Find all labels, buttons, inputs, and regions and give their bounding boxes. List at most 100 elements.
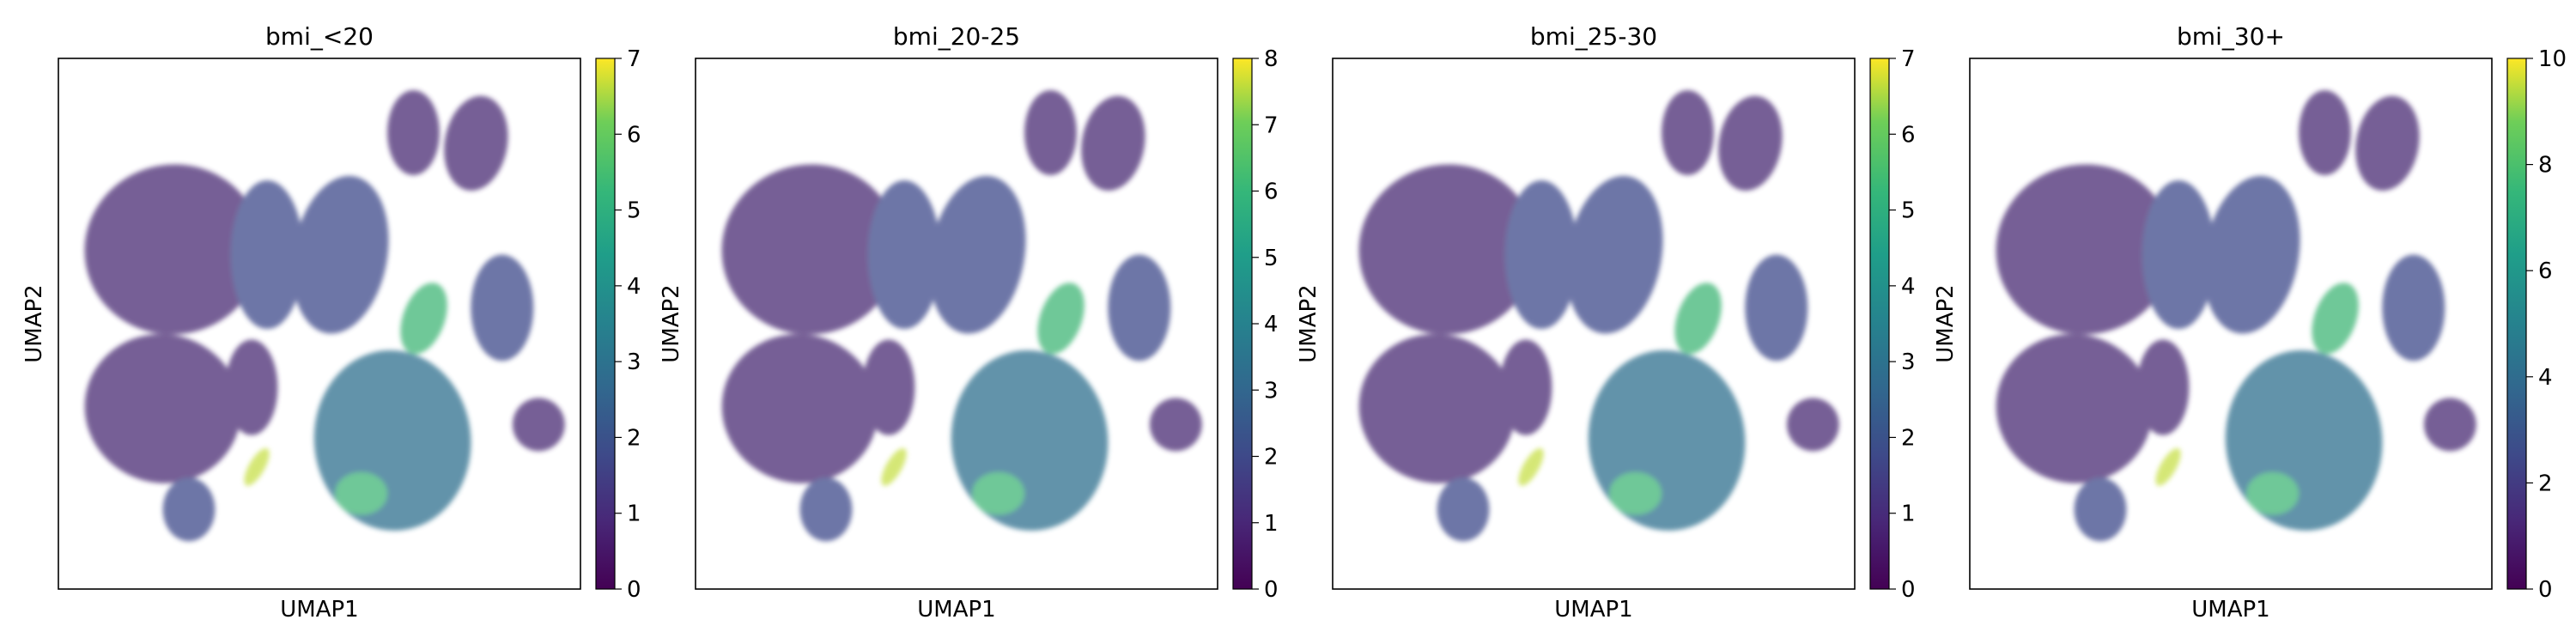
cell-cluster	[512, 398, 565, 452]
cell-cluster	[1745, 254, 1808, 361]
x-axis-label: UMAP1	[1554, 597, 1632, 623]
cell-cluster	[2136, 339, 2190, 435]
colorbar	[2506, 58, 2527, 590]
cell-cluster	[799, 477, 853, 542]
cell-cluster	[1108, 254, 1171, 361]
cell-cluster	[400, 283, 447, 355]
cell-cluster	[244, 447, 270, 486]
colorbar-tick-label: 8	[2538, 153, 2553, 179]
cell-cluster	[972, 472, 1025, 515]
scatter-clusters	[1358, 90, 1839, 542]
cell-cluster	[1662, 90, 1714, 175]
plot-frame	[58, 58, 581, 590]
plot-frame	[1969, 58, 2493, 590]
colorbar-tick-label: 2	[2538, 471, 2553, 496]
cell-cluster	[2423, 398, 2476, 452]
y-axis-label: UMAP2	[659, 284, 684, 362]
cell-cluster	[862, 339, 915, 435]
colorbar	[595, 58, 616, 590]
cell-cluster	[1996, 164, 2173, 335]
cell-cluster	[230, 180, 304, 330]
scatter-clusters	[721, 90, 1202, 542]
cell-cluster	[2382, 254, 2445, 361]
cell-cluster	[1499, 339, 1552, 435]
cell-cluster	[867, 180, 941, 330]
colorbar-tick-label: 3	[627, 349, 641, 375]
cell-cluster	[1037, 283, 1084, 355]
cell-cluster	[2246, 472, 2300, 515]
cell-cluster	[162, 477, 216, 542]
panel-title: bmi_20-25	[893, 22, 1020, 51]
colorbar-tick-label: 0	[1901, 577, 1916, 603]
cell-cluster	[1358, 334, 1516, 483]
colorbar-tick-label: 2	[1901, 425, 1916, 451]
cell-cluster	[1996, 334, 2153, 483]
colorbar-tick-label: 0	[2538, 577, 2553, 603]
colorbar-tick-label: 5	[627, 198, 641, 224]
colorbar-tick-label: 2	[627, 425, 641, 451]
cell-cluster	[1504, 180, 1578, 330]
cell-cluster	[313, 349, 471, 531]
cell-cluster	[84, 334, 241, 483]
colorbar-tick-label: 0	[627, 577, 641, 603]
colorbar-tick-label: 8	[1264, 46, 1279, 72]
colorbar-tick-label: 4	[2538, 365, 2553, 391]
colorbar-tick-label: 5	[1264, 246, 1279, 271]
umap-panel-1: bmi_<20 UMAP1 UMAP2 0 1 2 3 4 5 6 7	[21, 22, 641, 623]
cell-cluster	[1566, 175, 1663, 334]
colorbar-tick-label: 1	[1901, 501, 1916, 527]
colorbar-tick-label: 4	[1264, 312, 1279, 337]
cell-cluster	[929, 175, 1026, 334]
scatter-clusters	[1996, 90, 2476, 542]
cell-cluster	[1518, 447, 1544, 486]
plot-frame	[695, 58, 1218, 590]
cell-cluster	[1718, 95, 1783, 191]
cell-cluster	[292, 175, 389, 334]
y-axis-label: UMAP2	[1296, 284, 1321, 362]
cell-cluster	[721, 334, 878, 483]
panel-title: bmi_30+	[2177, 22, 2285, 51]
cell-cluster	[1149, 398, 1202, 452]
colorbar-tick-label: 7	[1264, 112, 1279, 138]
colorbar-tick-label: 4	[1901, 274, 1916, 300]
umap-panel-2: bmi_20-25 UMAP1 UMAP2 0 1 2 3 4 5 6 7 8	[659, 22, 1279, 623]
umap-panel-4: bmi_30+ UMAP1 UMAP2 0 2 4 6 8 10	[1933, 22, 2567, 623]
x-axis-label: UMAP1	[2191, 597, 2269, 623]
colorbar	[1869, 58, 1890, 590]
colorbar-tick-label: 6	[2538, 258, 2553, 284]
cell-cluster	[1358, 164, 1536, 335]
umap-panel-3: bmi_25-30 UMAP1 UMAP2 0 1 2 3 4 5 6 7	[1296, 22, 1916, 623]
panel-title: bmi_25-30	[1530, 22, 1657, 51]
cell-cluster	[721, 164, 899, 335]
colorbar-tick-label: 1	[1264, 511, 1279, 537]
cell-cluster	[951, 349, 1109, 531]
plot-frame	[1332, 58, 1856, 590]
colorbar-tick-label: 5	[1901, 198, 1916, 224]
y-axis-label: UMAP2	[1933, 284, 1959, 362]
cell-cluster	[2355, 95, 2420, 191]
scatter-clusters	[84, 90, 565, 542]
colorbar-tick-label: 4	[627, 274, 641, 300]
colorbar-tick-label: 6	[1264, 179, 1279, 205]
x-axis-label: UMAP1	[917, 597, 995, 623]
cell-cluster	[1609, 472, 1662, 515]
cell-cluster	[2225, 349, 2383, 531]
colorbar	[1232, 58, 1253, 590]
cell-cluster	[84, 164, 262, 335]
colorbar-tick-label: 2	[1264, 445, 1279, 471]
colorbar-tick-label: 3	[1901, 349, 1916, 375]
cell-cluster	[1674, 283, 1722, 355]
x-axis-label: UMAP1	[280, 597, 358, 623]
cell-cluster	[2312, 283, 2359, 355]
cell-cluster	[335, 472, 388, 515]
y-axis-label: UMAP2	[21, 284, 47, 362]
cell-cluster	[444, 95, 508, 191]
cell-cluster	[1024, 90, 1077, 175]
cell-cluster	[2142, 180, 2215, 330]
colorbar-tick-label: 10	[2538, 46, 2567, 72]
colorbar-tick-label: 3	[1264, 378, 1279, 404]
cell-cluster	[1786, 398, 1839, 452]
cell-cluster	[2203, 175, 2300, 334]
cell-cluster	[1588, 349, 1746, 531]
